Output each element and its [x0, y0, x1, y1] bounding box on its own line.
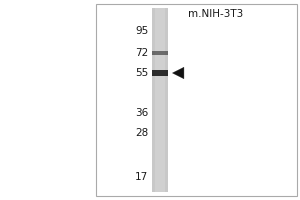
Bar [152, 70, 168, 76]
Text: m.NIH-3T3: m.NIH-3T3 [188, 9, 244, 19]
Bar [152, 51, 168, 55]
Bar [96, 4, 297, 196]
Polygon shape [172, 67, 184, 79]
Text: 36: 36 [135, 108, 148, 118]
Text: 17: 17 [135, 172, 148, 182]
Bar [152, 8, 168, 192]
Bar [155, 8, 165, 192]
Text: 95: 95 [135, 26, 148, 36]
Text: 28: 28 [135, 128, 148, 138]
Text: 55: 55 [135, 68, 148, 78]
Text: 72: 72 [135, 48, 148, 58]
